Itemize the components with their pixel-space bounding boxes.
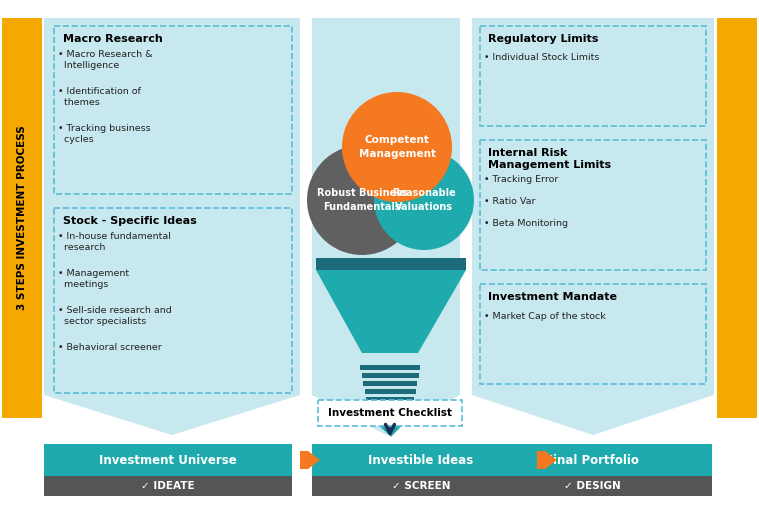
Text: Robust Business
Fundamentals: Robust Business Fundamentals	[317, 189, 408, 212]
Text: Investment Checklist: Investment Checklist	[328, 408, 452, 418]
Text: • Individual Stock Limits: • Individual Stock Limits	[484, 53, 600, 62]
FancyBboxPatch shape	[472, 476, 712, 496]
Text: • Beta Monitoring: • Beta Monitoring	[484, 219, 568, 228]
Text: • Behavioral screener: • Behavioral screener	[58, 343, 162, 352]
Polygon shape	[368, 415, 412, 437]
Text: Macro Research: Macro Research	[63, 34, 162, 44]
FancyBboxPatch shape	[364, 389, 415, 394]
FancyBboxPatch shape	[312, 476, 530, 496]
Text: ✓ IDEATE: ✓ IDEATE	[141, 481, 195, 491]
FancyBboxPatch shape	[363, 381, 417, 386]
FancyArrow shape	[537, 451, 557, 469]
Text: • Ratio Var: • Ratio Var	[484, 197, 536, 206]
Text: • Tracking business
  cycles: • Tracking business cycles	[58, 124, 150, 144]
Text: Investment Mandate: Investment Mandate	[488, 292, 617, 302]
Polygon shape	[44, 18, 300, 435]
Text: Investible Ideas: Investible Ideas	[368, 453, 474, 466]
FancyBboxPatch shape	[366, 397, 414, 402]
Circle shape	[374, 150, 474, 250]
Text: Reasonable
Valuations: Reasonable Valuations	[392, 189, 456, 212]
FancyArrow shape	[300, 451, 320, 469]
FancyBboxPatch shape	[44, 476, 292, 496]
Text: Investment Universe: Investment Universe	[99, 453, 237, 466]
FancyBboxPatch shape	[717, 18, 757, 418]
FancyBboxPatch shape	[367, 405, 412, 410]
FancyBboxPatch shape	[316, 258, 466, 270]
Text: Regulatory Limits: Regulatory Limits	[488, 34, 598, 44]
Text: Stock - Specific Ideas: Stock - Specific Ideas	[63, 216, 197, 226]
FancyBboxPatch shape	[360, 365, 420, 370]
Text: ✓ SCREEN: ✓ SCREEN	[392, 481, 450, 491]
Text: • Macro Research &
  Intelligence: • Macro Research & Intelligence	[58, 50, 153, 70]
Circle shape	[307, 145, 417, 255]
FancyBboxPatch shape	[472, 444, 712, 476]
FancyBboxPatch shape	[318, 400, 462, 426]
Text: 3 STEPS INVESTMENT PROCESS: 3 STEPS INVESTMENT PROCESS	[17, 126, 27, 310]
Polygon shape	[316, 270, 466, 353]
Circle shape	[342, 92, 452, 202]
Text: • Market Cap of the stock: • Market Cap of the stock	[484, 312, 606, 321]
Polygon shape	[472, 18, 714, 435]
FancyBboxPatch shape	[312, 444, 530, 476]
FancyBboxPatch shape	[2, 18, 42, 418]
Text: • Management
  meetings: • Management meetings	[58, 269, 129, 289]
Text: ✓ DESIGN: ✓ DESIGN	[564, 481, 620, 491]
Text: • Identification of
  themes: • Identification of themes	[58, 87, 141, 107]
FancyBboxPatch shape	[361, 373, 418, 378]
Text: • Sell-side research and
  sector specialists: • Sell-side research and sector speciali…	[58, 306, 172, 326]
FancyBboxPatch shape	[44, 444, 292, 476]
Polygon shape	[312, 18, 460, 435]
Text: • In-house fundamental
  research: • In-house fundamental research	[58, 232, 171, 252]
Text: • Tracking Error: • Tracking Error	[484, 175, 559, 184]
Text: Internal Risk
Management Limits: Internal Risk Management Limits	[488, 148, 611, 170]
Text: Final Portfolio: Final Portfolio	[545, 453, 639, 466]
Text: Competent
Management: Competent Management	[358, 135, 436, 159]
